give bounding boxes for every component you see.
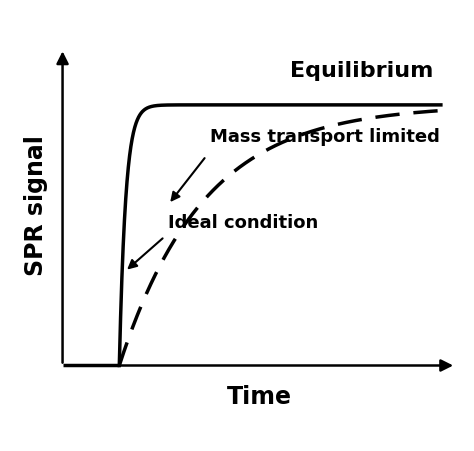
Text: Ideal condition: Ideal condition — [168, 214, 319, 232]
Text: Time: Time — [227, 384, 292, 409]
Text: SPR signal: SPR signal — [24, 134, 48, 275]
Text: Mass transport limited: Mass transport limited — [210, 128, 440, 146]
Text: Equilibrium: Equilibrium — [290, 61, 433, 81]
